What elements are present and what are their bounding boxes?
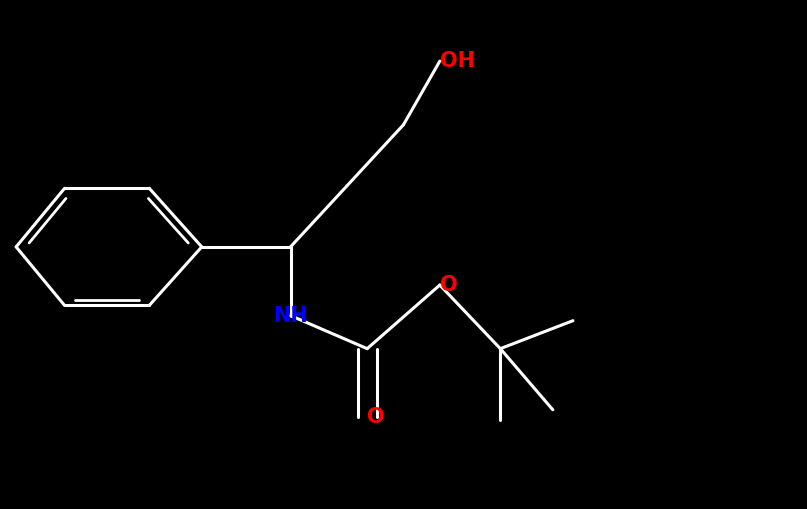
Text: O: O: [440, 275, 458, 295]
Text: O: O: [367, 407, 385, 428]
Text: NH: NH: [273, 305, 308, 326]
Text: OH: OH: [440, 51, 475, 71]
